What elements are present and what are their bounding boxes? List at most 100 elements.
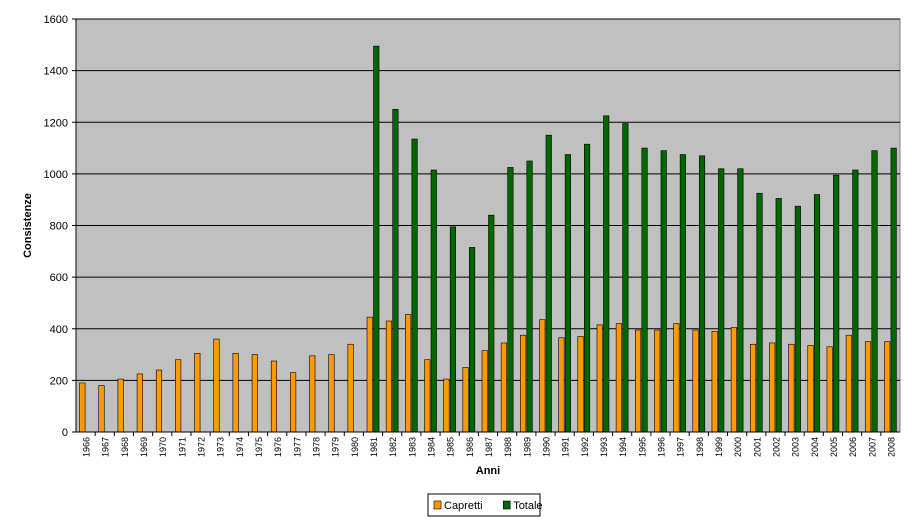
bar-totale-1981 bbox=[373, 45, 380, 433]
bar-totale-2004 bbox=[813, 194, 821, 433]
y-tick-label: 800 bbox=[50, 221, 68, 233]
bar-totale-1991 bbox=[564, 154, 571, 433]
bar-capretti-2000 bbox=[730, 327, 737, 433]
bar-totale-1996 bbox=[660, 150, 667, 433]
bar-capretti-1989 bbox=[520, 334, 527, 433]
bar-capretti-1969 bbox=[136, 373, 143, 433]
legend: Capretti Totale bbox=[427, 493, 543, 517]
tick-labels: 0 200 400 600 800 1000 1200 1400 1600 1966 1967 196… bbox=[44, 14, 897, 457]
bar-capretti-1970 bbox=[155, 369, 163, 433]
bar-capretti-1968 bbox=[117, 378, 124, 433]
y-tick-label: 1000 bbox=[44, 169, 68, 181]
bar-capretti-1977 bbox=[290, 372, 297, 433]
x-tick-label: 1977 bbox=[292, 437, 302, 457]
legend-swatch-capretti bbox=[433, 500, 442, 510]
y-tick-label: 0 bbox=[62, 427, 68, 439]
bar-totale-1982 bbox=[392, 109, 399, 433]
x-tick-label: 1991 bbox=[561, 437, 571, 457]
bar-capretti-1993 bbox=[596, 324, 603, 433]
bar-totale-1999 bbox=[718, 168, 725, 433]
x-tick-label: 1987 bbox=[484, 437, 494, 457]
x-tick-label: 1982 bbox=[388, 437, 398, 457]
x-tick-label: 2003 bbox=[791, 437, 801, 457]
x-tick-label: 1984 bbox=[427, 437, 437, 457]
y-tick-label: 1600 bbox=[44, 14, 68, 26]
bar-capretti-1966 bbox=[79, 382, 86, 433]
x-tick-label: 2004 bbox=[810, 437, 820, 457]
gridlines bbox=[72, 18, 900, 436]
bar-capretti-1986 bbox=[462, 367, 469, 433]
legend-label-capretti: Capretti bbox=[444, 500, 483, 512]
bar-capretti-1990 bbox=[539, 319, 546, 433]
legend-label-totale: Totale bbox=[513, 500, 542, 512]
x-tick-label: 1992 bbox=[580, 437, 590, 457]
legend-swatch-totale bbox=[502, 500, 511, 510]
bar-totale-1997 bbox=[679, 154, 686, 433]
bar-capretti-1971 bbox=[175, 359, 182, 433]
bar-capretti-1992 bbox=[577, 336, 584, 433]
bar-capretti-1998 bbox=[692, 329, 699, 433]
y-axis-title: Consistenze bbox=[22, 193, 34, 258]
bar-capretti-1974 bbox=[232, 352, 239, 433]
bar-totale-1994 bbox=[622, 123, 629, 433]
y-tick-label: 600 bbox=[50, 272, 68, 284]
x-tick-label: 1971 bbox=[177, 437, 187, 457]
x-tick-label: 1996 bbox=[656, 437, 666, 457]
bar-totale-2003 bbox=[794, 205, 801, 433]
bar-capretti-1967 bbox=[98, 385, 105, 433]
bar-capretti-2001 bbox=[749, 343, 757, 433]
bars bbox=[79, 45, 897, 433]
x-tick-label: 2000 bbox=[733, 437, 743, 457]
x-tick-label: 1990 bbox=[541, 437, 551, 457]
bar-capretti-1980 bbox=[347, 343, 354, 433]
bar-capretti-2002 bbox=[769, 342, 776, 433]
y-tick-label: 400 bbox=[50, 324, 68, 336]
bar-capretti-1984 bbox=[424, 359, 431, 433]
x-tick-label: 2005 bbox=[829, 437, 839, 457]
bar-totale-1984 bbox=[430, 169, 437, 433]
x-tick-label: 1966 bbox=[82, 437, 92, 457]
y-tick-label: 200 bbox=[50, 375, 68, 387]
bar-capretti-1975 bbox=[251, 354, 258, 433]
bar-capretti-1983 bbox=[405, 314, 412, 433]
x-tick-label: 1981 bbox=[369, 437, 379, 457]
bar-capretti-1994 bbox=[615, 323, 622, 433]
bar-capretti-2006 bbox=[845, 334, 852, 433]
bar-totale-1993 bbox=[603, 115, 610, 433]
bar-capretti-1985 bbox=[443, 378, 450, 433]
bar-capretti-1982 bbox=[385, 320, 392, 433]
bar-totale-1985 bbox=[449, 226, 456, 433]
x-tick-label: 1993 bbox=[599, 437, 609, 457]
bar-totale-2001 bbox=[756, 192, 763, 433]
bar-capretti-1972 bbox=[194, 352, 201, 433]
bar-capretti-1987 bbox=[481, 350, 488, 433]
x-tick-label: 2007 bbox=[867, 437, 877, 457]
bar-capretti-1996 bbox=[654, 329, 661, 433]
bar-totale-1988 bbox=[507, 167, 514, 433]
bar-capretti-2004 bbox=[807, 345, 814, 433]
bar-totale-1995 bbox=[641, 147, 648, 433]
bar-totale-2000 bbox=[737, 168, 744, 433]
bar-capretti-1981 bbox=[366, 316, 373, 433]
x-tick-label: 2006 bbox=[848, 437, 858, 457]
x-tick-label: 1973 bbox=[216, 437, 226, 457]
bar-totale-2008 bbox=[890, 147, 897, 433]
bar-capretti-2007 bbox=[864, 341, 872, 433]
bar-capretti-2008 bbox=[884, 341, 891, 433]
bar-totale-1989 bbox=[526, 160, 533, 433]
bar-totale-1992 bbox=[584, 143, 591, 433]
x-tick-label: 1995 bbox=[637, 437, 647, 457]
x-tick-label: 1979 bbox=[331, 437, 341, 457]
bar-totale-1987 bbox=[488, 214, 495, 433]
x-tick-label: 1968 bbox=[120, 437, 130, 457]
x-tick-label: 1989 bbox=[522, 437, 532, 457]
axes bbox=[75, 19, 900, 433]
x-tick-label: 1998 bbox=[695, 437, 705, 457]
x-tick-label: 1980 bbox=[350, 437, 360, 457]
y-tick-label: 1400 bbox=[44, 66, 68, 78]
x-tick-label: 1985 bbox=[446, 437, 456, 457]
bar-totale-2005 bbox=[833, 174, 840, 433]
x-tick-label: 1969 bbox=[139, 437, 149, 457]
x-tick-label: 1970 bbox=[158, 437, 168, 457]
